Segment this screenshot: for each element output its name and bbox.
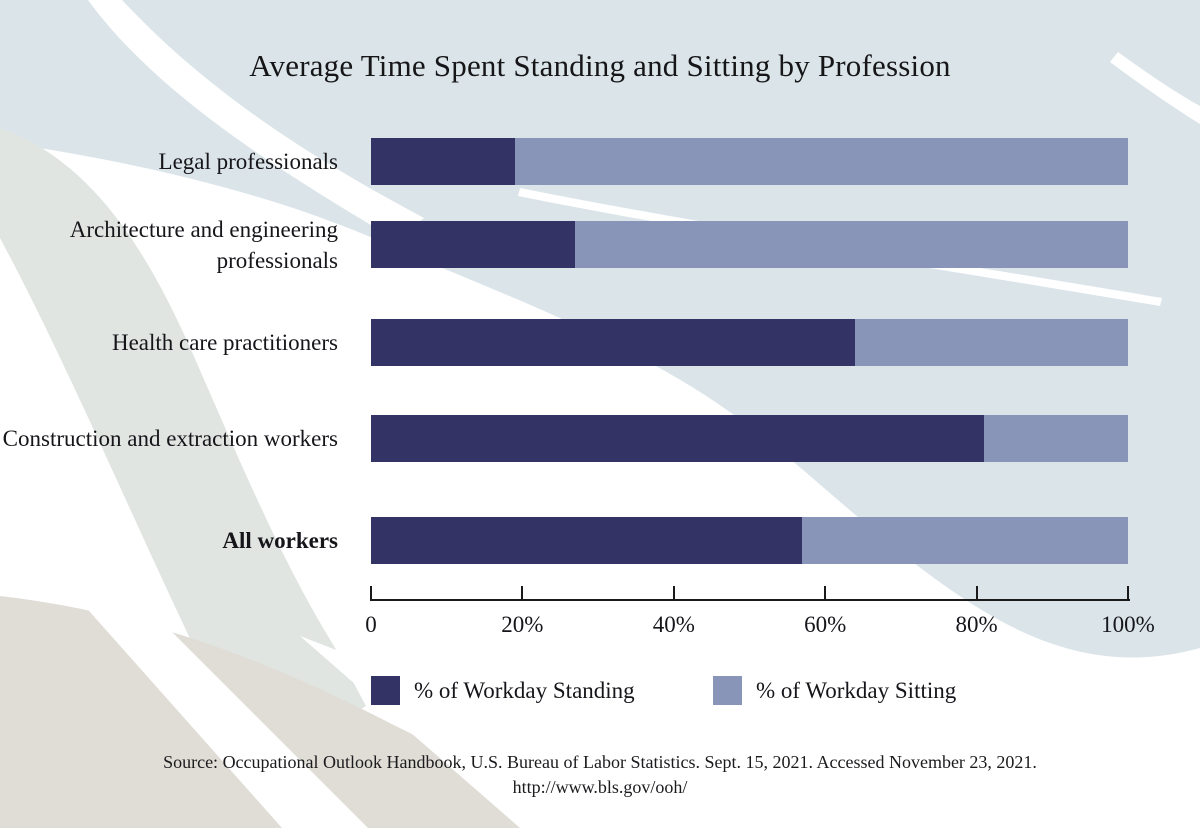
legend-label: % of Workday Sitting	[756, 677, 957, 703]
x-axis-tick	[672, 586, 675, 599]
category-label: Construction and extraction workers	[2, 426, 338, 451]
sitting-segment	[802, 517, 1128, 564]
sitting-legend-swatch	[713, 676, 742, 705]
standing-segment	[371, 415, 985, 462]
x-axis-tick	[370, 586, 372, 599]
source-line-2: http://www.bls.gov/ooh/	[512, 777, 688, 797]
bar-row: Construction and extraction workers	[0, 415, 1200, 462]
x-axis-tick-label: 80%	[955, 612, 998, 637]
category-label: All workers	[222, 528, 338, 553]
legend-label: % of Workday Standing	[414, 677, 635, 703]
stacked-bar	[371, 415, 1128, 462]
source-line-1: Source: Occupational Outlook Handbook, U…	[163, 752, 1037, 772]
legend-item: % of Workday Standing	[371, 676, 635, 705]
standing-legend-swatch	[371, 676, 400, 705]
bar-row: Architecture and engineering professiona…	[0, 216, 1200, 273]
standing-segment	[371, 319, 856, 366]
sitting-segment	[984, 415, 1128, 462]
x-axis-tick-label: 100%	[1101, 612, 1155, 637]
stacked-bar	[371, 319, 1128, 366]
x-axis-tick-label: 60%	[804, 612, 847, 637]
sitting-segment	[575, 221, 1128, 268]
bar-row: Legal professionals	[0, 138, 1200, 185]
bar-row: Health care practitioners	[0, 319, 1200, 366]
stacked-bar	[371, 517, 1128, 564]
standing-segment	[371, 138, 515, 185]
standing-segment	[371, 517, 803, 564]
source-note: Source: Occupational Outlook Handbook, U…	[0, 750, 1200, 800]
sitting-segment	[514, 138, 1128, 185]
x-axis-tick	[1127, 586, 1129, 599]
x-axis-tick-label: 40%	[652, 612, 695, 637]
x-axis-tick-label: 20%	[501, 612, 544, 637]
x-axis-tick-label: 0	[365, 612, 377, 637]
x-axis-line	[370, 599, 1130, 601]
chart-title: Average Time Spent Standing and Sitting …	[249, 48, 951, 83]
x-axis-tick	[521, 586, 524, 599]
x-axis-tick	[975, 586, 978, 599]
sitting-segment	[855, 319, 1128, 366]
standing-segment	[371, 221, 576, 268]
category-label: Architecture and engineering professiona…	[69, 216, 338, 273]
category-label: Health care practitioners	[111, 330, 338, 355]
category-label: Legal professionals	[158, 149, 338, 174]
x-axis-tick	[824, 586, 827, 599]
stacked-bar	[371, 138, 1128, 185]
bar-row: All workers	[0, 517, 1200, 564]
legend-item: % of Workday Sitting	[713, 676, 956, 705]
stacked-bar	[371, 221, 1128, 268]
